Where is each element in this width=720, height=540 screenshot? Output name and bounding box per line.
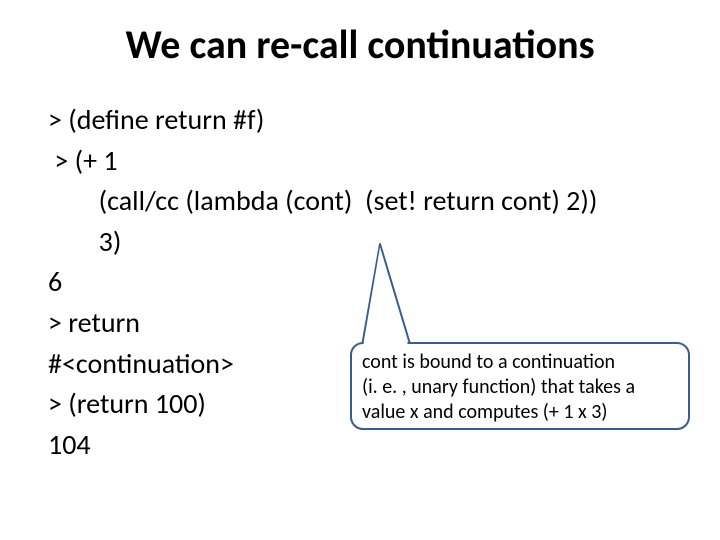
code-line-2: > (+ 1: [48, 143, 118, 178]
code-line-7: #<continuation>: [48, 346, 234, 381]
code-line-5: 6: [48, 264, 62, 299]
callout-text-line-1: cont is bound to a continuation: [362, 350, 678, 375]
code-line-4: 3): [48, 224, 121, 259]
code-line-9: 104: [48, 427, 91, 462]
slide-title: We can re-call continuations: [0, 20, 720, 69]
callout-text-line-3: value x and computes (+ 1 x 3): [362, 400, 678, 425]
code-line-8: > (return 100): [48, 386, 206, 421]
callout-text-line-2: (i. e. , unary function) that takes a: [362, 375, 678, 400]
callout-text: cont is bound to a continuation (i. e. ,…: [362, 350, 678, 425]
code-line-1: > (define return #f): [48, 102, 264, 137]
slide: We can re-call continuations > (define r…: [0, 0, 720, 540]
code-line-3: (call/cc (lambda (cont) (set! return con…: [48, 183, 597, 218]
code-line-6: > return: [48, 305, 140, 340]
